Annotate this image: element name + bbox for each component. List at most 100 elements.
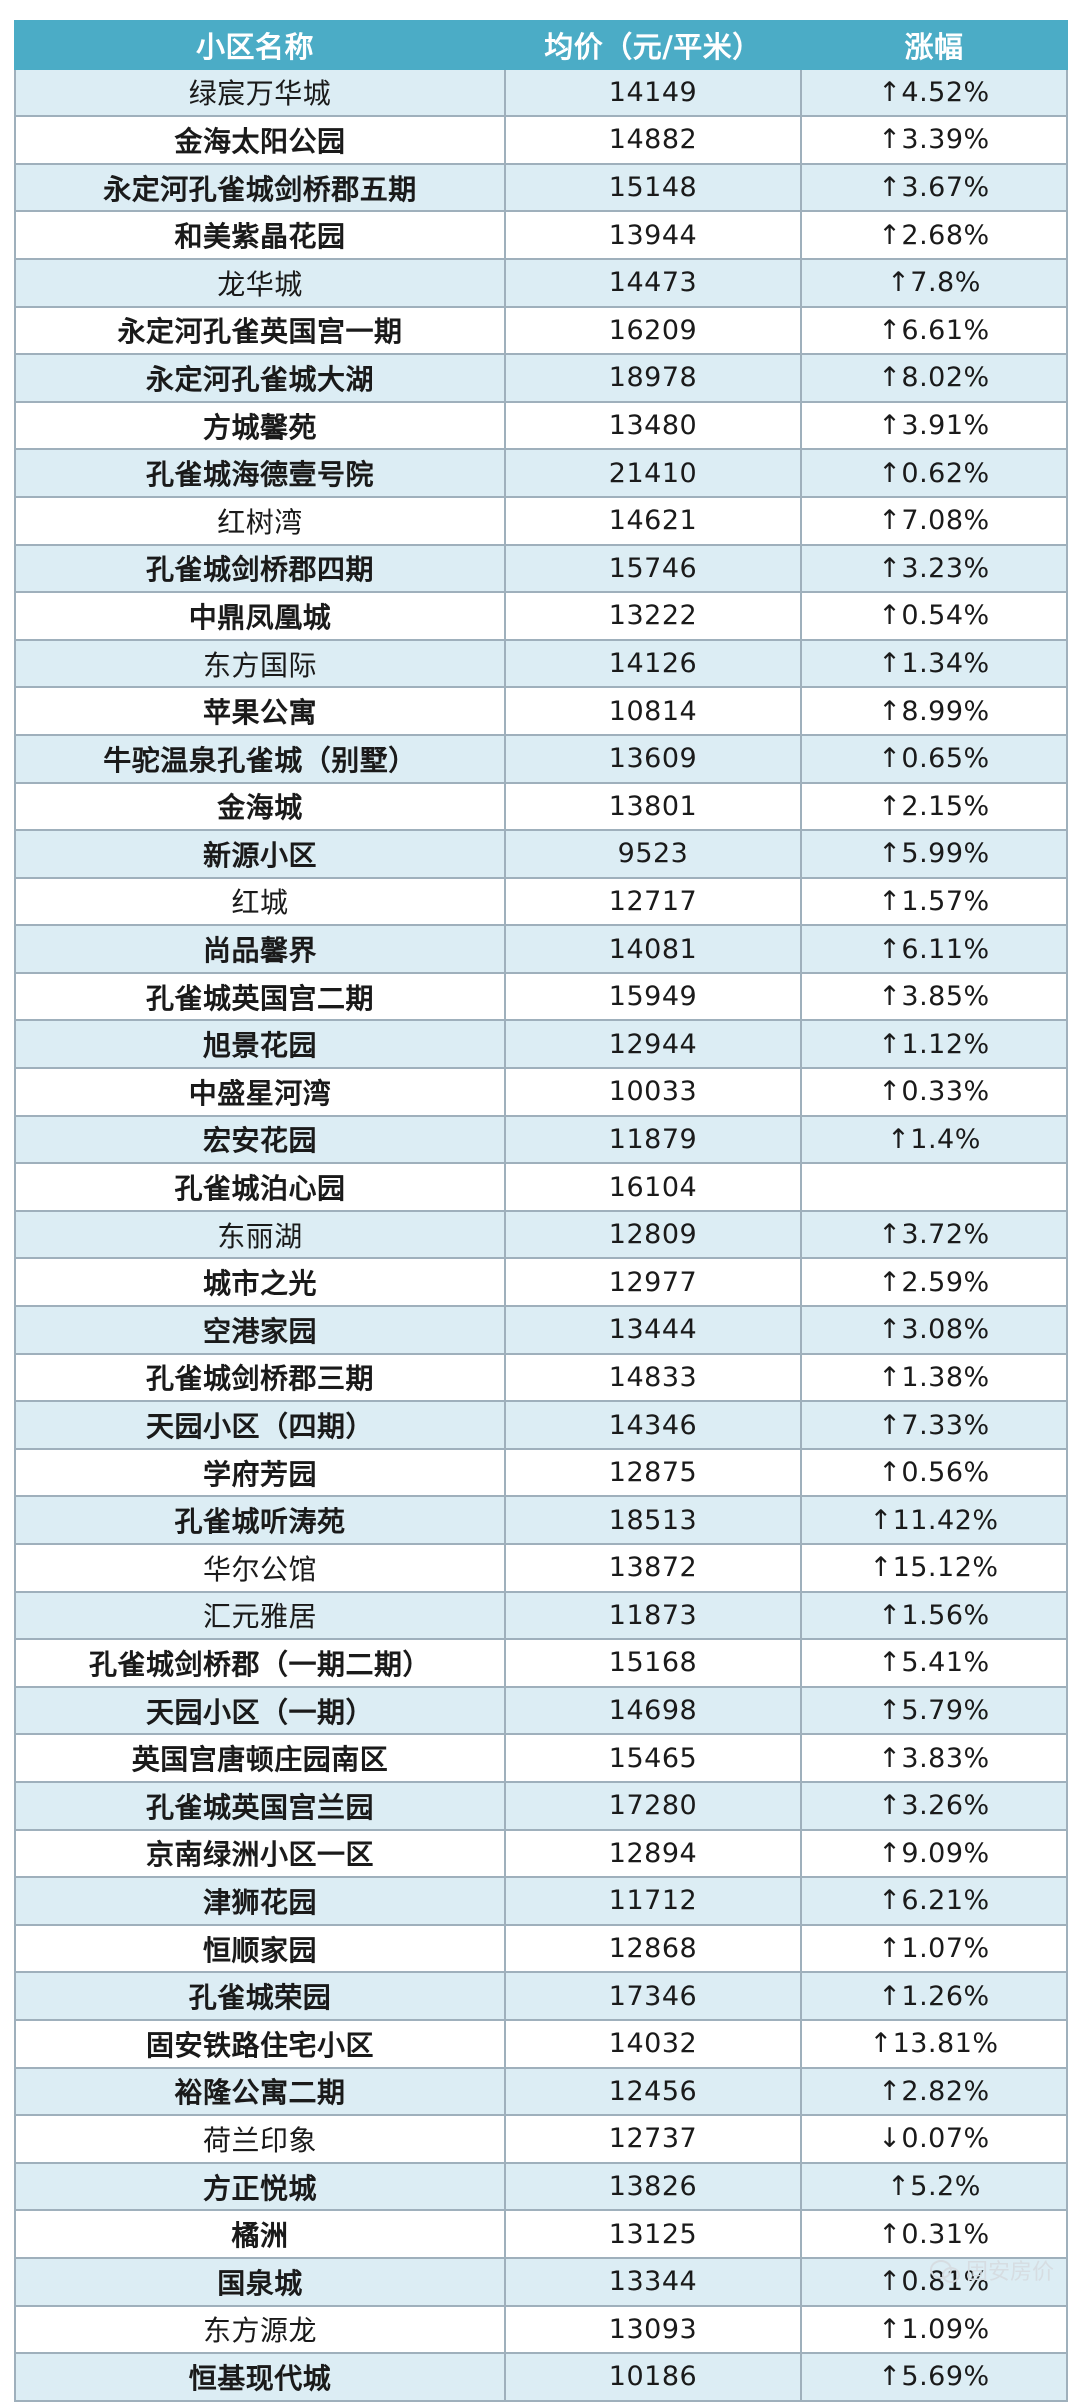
table-row: 固安铁路住宅小区 14032 ↑13.81% [14,2018,1068,2069]
cell-average-price: 12809 [504,1209,802,1260]
table-row: 孔雀城荣园 17346 ↑1.26% [14,1971,1068,2021]
table-row: 旭景花园 12944 ↑1.12% [14,1019,1068,1070]
cell-change: ↑5.69% [800,2352,1068,2402]
cell-average-price: 10186 [504,2352,802,2402]
cell-change: ↑3.83% [800,1733,1068,1783]
cell-community-name: 孔雀城英国宫二期 [14,971,506,1022]
table-row: 牛驼温泉孔雀城（别墅） 13609 ↑0.65% [14,733,1068,784]
cell-change: ↑3.85% [800,971,1068,1022]
table-row: 津狮花园 11712 ↑6.21% [14,1876,1068,1926]
cell-community-name: 空港家园 [14,1305,506,1355]
cell-change: ↓0.07% [800,2114,1068,2164]
cell-average-price: 12737 [504,2114,802,2164]
cell-community-name: 中盛星河湾 [14,1067,506,1117]
table-row: 孔雀城剑桥郡四期 15746 ↑3.23% [14,543,1068,594]
cell-change: ↑6.21% [800,1876,1068,1926]
cell-average-price: 14882 [504,115,802,165]
cell-average-price: 13093 [504,2304,802,2355]
table-row: 和美紫晶花园 13944 ↑2.68% [14,210,1068,260]
cell-average-price: 14698 [504,1685,802,1736]
cell-change: ↑4.52% [800,67,1068,118]
housing-price-table: 小区名称 均价（元/平米） 涨幅 绿宸万华城 14149 ↑4.52% 金海太阳公园 1… [14,20,1068,2402]
cell-average-price: 12944 [504,1019,802,1070]
cell-community-name: 京南绿洲小区一区 [14,1828,506,1879]
cell-community-name: 荷兰印象 [14,2114,506,2164]
cell-community-name: 永定河孔雀城大湖 [14,353,506,403]
cell-community-name: 永定河孔雀城剑桥郡五期 [14,162,506,213]
cell-change: ↑2.68% [800,210,1068,260]
cell-community-name: 天园小区（一期） [14,1685,506,1736]
cell-community-name: 永定河孔雀英国宫一期 [14,305,506,356]
cell-change: ↑2.59% [800,1257,1068,1308]
table-row: 金海太阳公园 14882 ↑3.39% [14,115,1068,165]
cell-average-price: 13480 [504,400,802,451]
cell-community-name: 旭景花园 [14,1019,506,1070]
cell-community-name: 龙华城 [14,257,506,308]
cell-change: ↑0.54% [800,591,1068,641]
header-community-name: 小区名称 [14,20,506,70]
cell-change: ↑0.31% [800,2209,1068,2259]
cell-change: ↑13.81% [800,2018,1068,2069]
cell-community-name: 孔雀城剑桥郡（一期二期） [14,1638,506,1688]
cell-average-price: 17346 [504,1971,802,2021]
cell-change: ↑5.79% [800,1685,1068,1736]
table-row: 绿宸万华城 14149 ↑4.52% [14,67,1068,118]
cell-community-name: 津狮花园 [14,1876,506,1926]
cell-community-name: 尚品馨界 [14,924,506,974]
table-row: 中盛星河湾 10033 ↑0.33% [14,1067,1068,1117]
cell-average-price: 9523 [504,829,802,879]
cell-average-price: 14473 [504,257,802,308]
cell-change: ↑6.61% [800,305,1068,356]
cell-change: ↑9.09% [800,1828,1068,1879]
table-row: 金海城 13801 ↑2.15% [14,781,1068,832]
cell-change: ↑15.12% [800,1543,1068,1593]
table-row: 英国宫唐顿庄园南区 15465 ↑3.83% [14,1733,1068,1783]
cell-average-price: 11873 [504,1590,802,1641]
cell-community-name: 中鼎凤凰城 [14,591,506,641]
cell-change: ↑1.34% [800,638,1068,689]
cell-average-price: 12868 [504,1923,802,1974]
cell-change: ↑7.08% [800,495,1068,546]
table-body: 绿宸万华城 14149 ↑4.52% 金海太阳公园 14882 ↑3.39% 永定河孔雀城剑… [14,67,1068,2402]
cell-community-name: 孔雀城剑桥郡三期 [14,1352,506,1403]
cell-average-price: 14346 [504,1400,802,1450]
cell-change [800,1162,1068,1212]
cell-average-price: 13609 [504,733,802,784]
cell-change: ↑8.99% [800,686,1068,736]
cell-community-name: 和美紫晶花园 [14,210,506,260]
cell-average-price: 21410 [504,448,802,498]
cell-average-price: 10033 [504,1067,802,1117]
table-row: 孔雀城泊心园 16104 [14,1162,1068,1212]
cell-community-name: 苹果公寓 [14,686,506,736]
table-row: 天园小区（四期） 14346 ↑7.33% [14,1400,1068,1450]
cell-average-price: 14621 [504,495,802,546]
cell-community-name: 孔雀城荣园 [14,1971,506,2021]
cell-average-price: 14126 [504,638,802,689]
cell-average-price: 12456 [504,2066,802,2117]
cell-average-price: 13801 [504,781,802,832]
cell-community-name: 东方源龙 [14,2304,506,2355]
cell-average-price: 12894 [504,1828,802,1879]
cell-change: ↑1.38% [800,1352,1068,1403]
cell-change: ↑3.72% [800,1209,1068,1260]
cell-average-price: 13944 [504,210,802,260]
table-row: 恒顺家园 12868 ↑1.07% [14,1923,1068,1974]
cell-average-price: 13826 [504,2161,802,2212]
cell-change: ↑0.65% [800,733,1068,784]
watermark-text: 固安房价 [965,2260,1054,2285]
table-row: 苹果公寓 10814 ↑8.99% [14,686,1068,736]
header-change: 涨幅 [800,20,1068,70]
cell-change: ↑5.41% [800,1638,1068,1688]
cell-average-price: 14833 [504,1352,802,1403]
cell-community-name: 国泉城 [14,2256,506,2307]
table-header: 小区名称 均价（元/平米） 涨幅 [14,20,1068,70]
cell-community-name: 新源小区 [14,829,506,879]
table-row: 东丽湖 12809 ↑3.72% [14,1209,1068,1260]
cell-community-name: 固安铁路住宅小区 [14,2018,506,2069]
wechat-logo-icon [929,2259,960,2283]
cell-community-name: 恒基现代城 [14,2352,506,2402]
cell-community-name: 学府芳园 [14,1447,506,1498]
cell-average-price: 12717 [504,876,802,927]
cell-community-name: 孔雀城听涛苑 [14,1495,506,1545]
cell-average-price: 10814 [504,686,802,736]
